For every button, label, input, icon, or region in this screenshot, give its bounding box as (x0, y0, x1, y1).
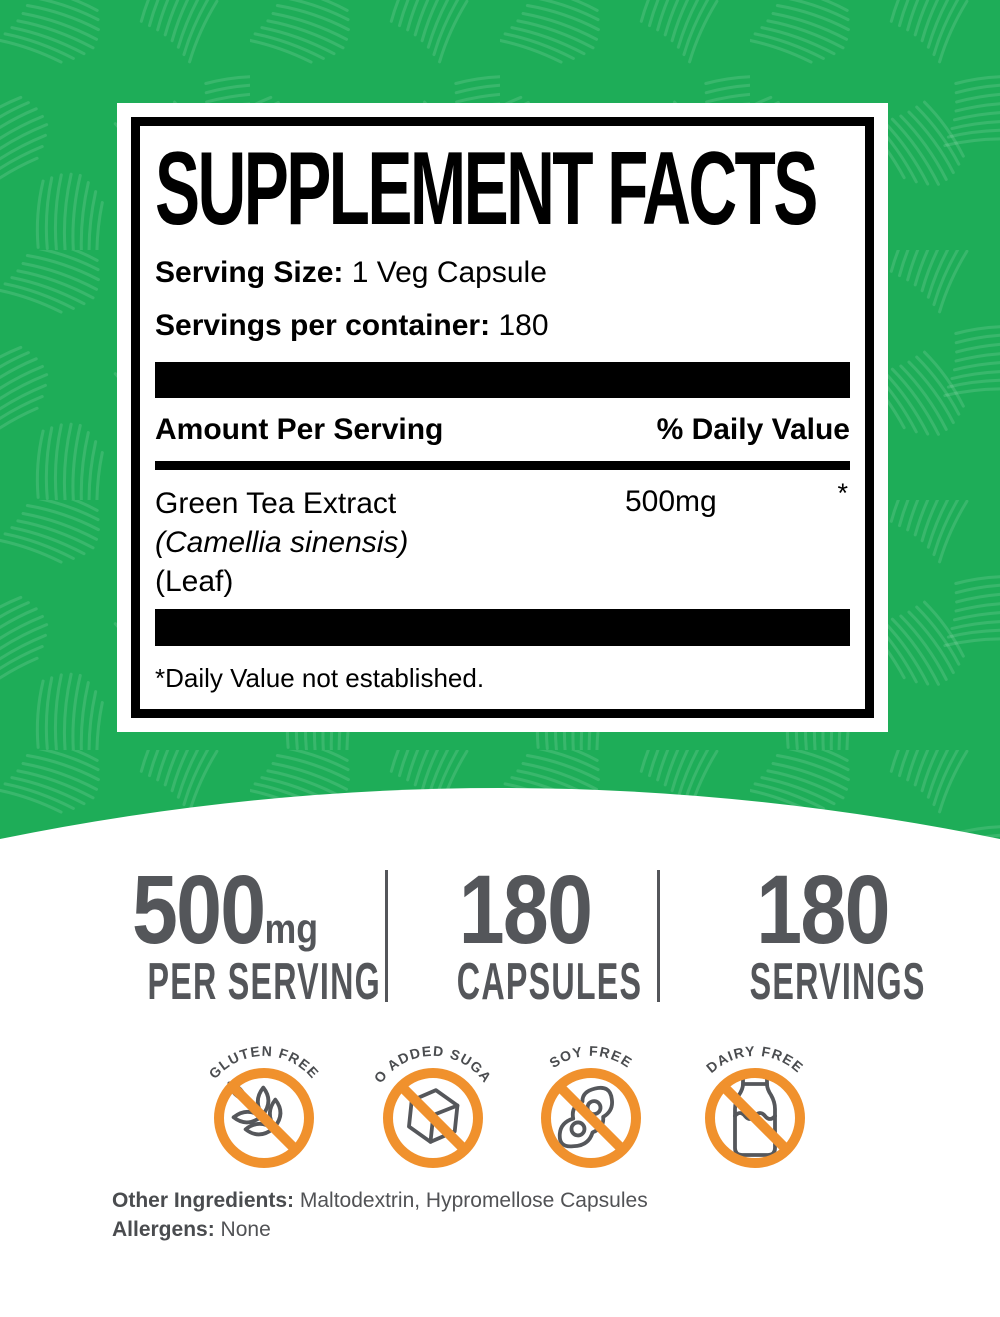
amount-per-serving-header: Amount Per Serving (155, 413, 444, 446)
stat-per-serving-value: 500mg (119, 861, 332, 958)
serving-size-line: Serving Size: 1 Veg Capsule (155, 257, 850, 289)
other-ingredients-value: Maltodextrin, Hypromellose Capsules (299, 1189, 648, 1212)
stat-per-serving: 500mg PER SERVING (100, 861, 381, 1011)
facts-title: SUPPLEMENT FACTS (155, 131, 850, 248)
ingredient-daily-value-asterisk: * (837, 478, 848, 508)
divider-bar-thick-top (155, 362, 850, 398)
badge-no-added-sugar: NO ADDED SUGAR (348, 1014, 494, 1168)
daily-value-header: % Daily Value (656, 413, 850, 446)
stat-capsules-number: 180 (458, 855, 593, 964)
prohibition-circle (541, 1068, 641, 1168)
allergens-label: Allergens: (112, 1218, 215, 1241)
ingredient-name: Green Tea Extract (155, 487, 397, 520)
servings-per-container-value: 180 (498, 309, 549, 342)
stat-per-serving-label: PER SERVING (147, 953, 381, 1011)
badge-dairy-free: DAIRY FREE (703, 1043, 806, 1168)
stat-capsules-value: 180 (432, 861, 619, 958)
serving-size-label: Serving Size: (155, 256, 344, 289)
stat-divider (657, 870, 660, 1002)
stat-per-serving-unit: mg (264, 905, 319, 952)
facts-title-text: SUPPLEMENT FACTS (155, 131, 818, 248)
footer-text: Other Ingredients: Maltodextrin, Hyprome… (112, 1186, 648, 1244)
allergens-line: Allergens: None (112, 1215, 648, 1244)
servings-per-container-line: Servings per container: 180 (155, 310, 850, 342)
stat-per-serving-number: 500 (131, 855, 266, 964)
divider-bar-thick-bottom (155, 609, 850, 646)
ingredient-plant-part: (Leaf) (155, 565, 234, 598)
stat-capsules-label: CAPSULES (456, 953, 643, 1011)
allergens-value: None (220, 1218, 271, 1241)
badge-soy-free-arc-text: SOY FREE (546, 1043, 635, 1071)
stat-servings: 180 SERVINGS (705, 861, 940, 1011)
serving-size-value: 1 Veg Capsule (351, 256, 547, 289)
ingredient-botanical-name: (Camellia sinensis) (155, 526, 409, 559)
table-header-row: Amount Per Serving % Daily Value (155, 398, 850, 461)
facts-box: SUPPLEMENT FACTS Serving Size: 1 Veg Cap… (131, 117, 874, 718)
stat-servings-number: 180 (756, 855, 890, 964)
other-ingredients-line: Other Ingredients: Maltodextrin, Hyprome… (112, 1186, 648, 1215)
prohibition-circle (383, 1068, 483, 1168)
daily-value-footnote: *Daily Value not established. (155, 663, 485, 693)
ingredient-row: Green Tea Extract (Camellia sinensis) (L… (155, 470, 850, 609)
stat-servings-label: SERVINGS (749, 953, 926, 1011)
white-curve-section (0, 788, 1000, 1317)
facts-panel: SUPPLEMENT FACTS Serving Size: 1 Veg Cap… (117, 103, 888, 732)
ingredient-amount: 500mg (625, 485, 717, 518)
servings-per-container-label: Servings per container: (155, 309, 491, 342)
prohibition-circle (214, 1068, 314, 1168)
prohibition-circle (705, 1068, 805, 1168)
stat-capsules: 180 CAPSULES (415, 861, 643, 1011)
divider-bar-thin (155, 461, 850, 470)
stat-servings-value: 180 (723, 861, 923, 958)
stat-divider (385, 870, 388, 1002)
other-ingredients-label: Other Ingredients: (112, 1189, 295, 1212)
badge-soy-free: SOY FREE (541, 1043, 641, 1168)
badge-gluten-free: GLUTEN FREE (206, 1043, 321, 1168)
